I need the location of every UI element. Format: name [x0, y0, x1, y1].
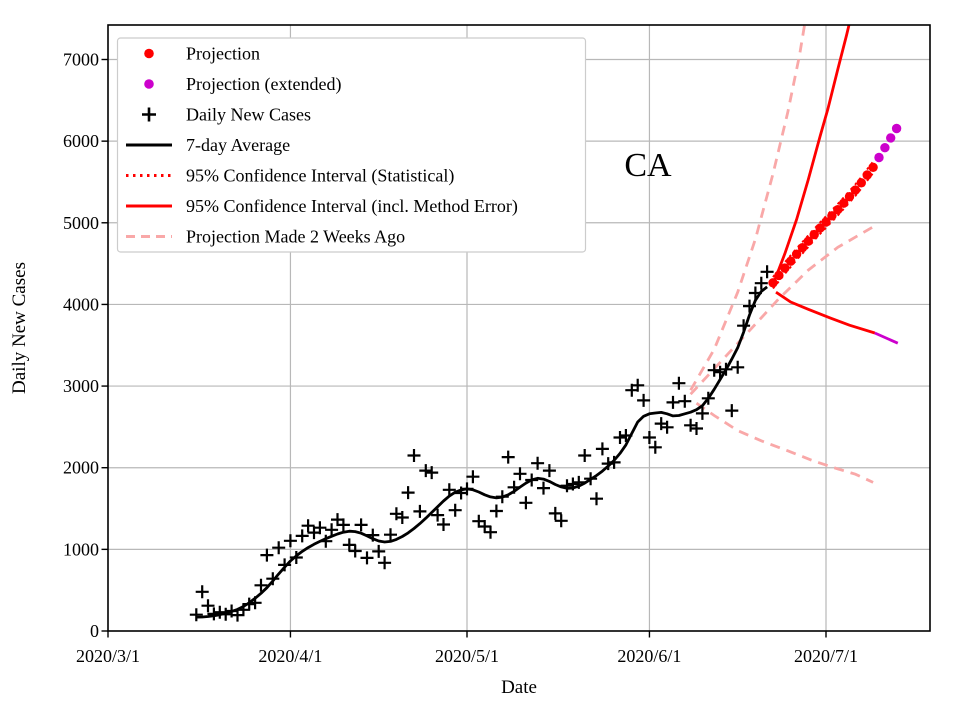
- plot-border: [107, 24, 931, 632]
- legend-item: 95% Confidence Interval (Statistical): [126, 166, 454, 187]
- projection-extended-dot: [880, 143, 890, 153]
- x-tick-label: 2020/4/1: [258, 646, 322, 666]
- x-tick-label: 2020/7/1: [794, 646, 858, 666]
- y-tick-label: 2000: [63, 458, 99, 478]
- projection-dot: [833, 205, 843, 215]
- y-tick-label: 6000: [63, 131, 99, 151]
- legend-swatch-plus: [142, 107, 156, 122]
- y-tick-label: 3000: [63, 376, 99, 396]
- legend-label: 95% Confidence Interval (incl. Method Er…: [186, 196, 518, 217]
- y-axis-title: Daily New Cases: [9, 262, 30, 394]
- stat-ci-upper-line: [772, 160, 874, 278]
- projection-dot: [774, 270, 784, 281]
- legend-item: 95% Confidence Interval (incl. Method Er…: [126, 196, 518, 217]
- projection-dot: [786, 256, 796, 266]
- legend-item: Projection: [144, 44, 260, 64]
- old-projection-center-line: [689, 225, 874, 396]
- projection-dot: [821, 217, 831, 227]
- daily-cases-markers: [189, 265, 774, 622]
- legend-swatch-dot: [144, 48, 154, 59]
- plot-frame: [107, 24, 931, 632]
- x-tick-label: 2020/6/1: [617, 646, 681, 666]
- y-tick-label: 4000: [63, 294, 99, 314]
- y-tick-label: 5000: [63, 213, 99, 233]
- legend-swatch-dot: [144, 79, 154, 89]
- old-projection-lower-line: [695, 402, 874, 484]
- projection-dot: [780, 263, 790, 273]
- legend-label: Projection: [186, 44, 260, 64]
- legend-item: Projection (extended): [144, 74, 341, 95]
- projection-dot: [844, 192, 855, 202]
- x-tick-label: 2020/5/1: [435, 646, 499, 666]
- projection-extended-dot: [891, 123, 902, 134]
- series-layer: [189, 25, 902, 622]
- legend-item: 7-day Average: [126, 135, 290, 155]
- ci-lower-extension-line: [874, 331, 899, 345]
- legend: Projection Projection (extended) Daily New…: [116, 37, 587, 253]
- legend-label: 95% Confidence Interval (Statistical): [186, 166, 454, 187]
- state-annotation: CA: [624, 147, 672, 184]
- projection-dot: [839, 198, 849, 208]
- avg7-line: [196, 285, 768, 619]
- projection-dot: [868, 162, 878, 172]
- y-tick-label: 7000: [63, 50, 99, 70]
- y-tick-label: 1000: [63, 539, 99, 559]
- projection-dot: [809, 229, 819, 240]
- y-tick-label: 0: [90, 621, 99, 641]
- projection-dot: [827, 211, 837, 221]
- ci-lower-line: [775, 291, 876, 335]
- legend-label: Projection (extended): [186, 74, 341, 95]
- projection-dot: [768, 278, 778, 288]
- x-tick-label: 2020/3/1: [76, 646, 140, 666]
- legend-label: Daily New Cases: [186, 105, 311, 125]
- legend-box: [116, 37, 587, 253]
- old-projection-upper-line: [689, 25, 806, 391]
- legend-label: 7-day Average: [186, 135, 290, 155]
- axis-ticks: 2020/3/1 2020/4/1 2020/5/1 2020/6/1 2020/7/1…: [63, 50, 858, 667]
- projection-dot: [791, 249, 802, 259]
- projection-dot: [856, 178, 866, 188]
- projection-dot: [797, 243, 808, 253]
- ci-upper-line: [773, 25, 851, 281]
- projection-dot: [862, 170, 872, 180]
- projection-dot: [850, 185, 861, 195]
- projection-dot: [815, 223, 825, 233]
- legend-label: Projection Made 2 Weeks Ago: [186, 227, 405, 247]
- legend-item: Daily New Cases: [142, 105, 311, 125]
- projection-dot: [803, 236, 813, 246]
- projection-extended-dot: [874, 152, 884, 163]
- legend-item: Projection Made 2 Weeks Ago: [126, 227, 405, 247]
- projection-extended-dot: [886, 133, 896, 143]
- x-axis-title: Date: [501, 677, 537, 698]
